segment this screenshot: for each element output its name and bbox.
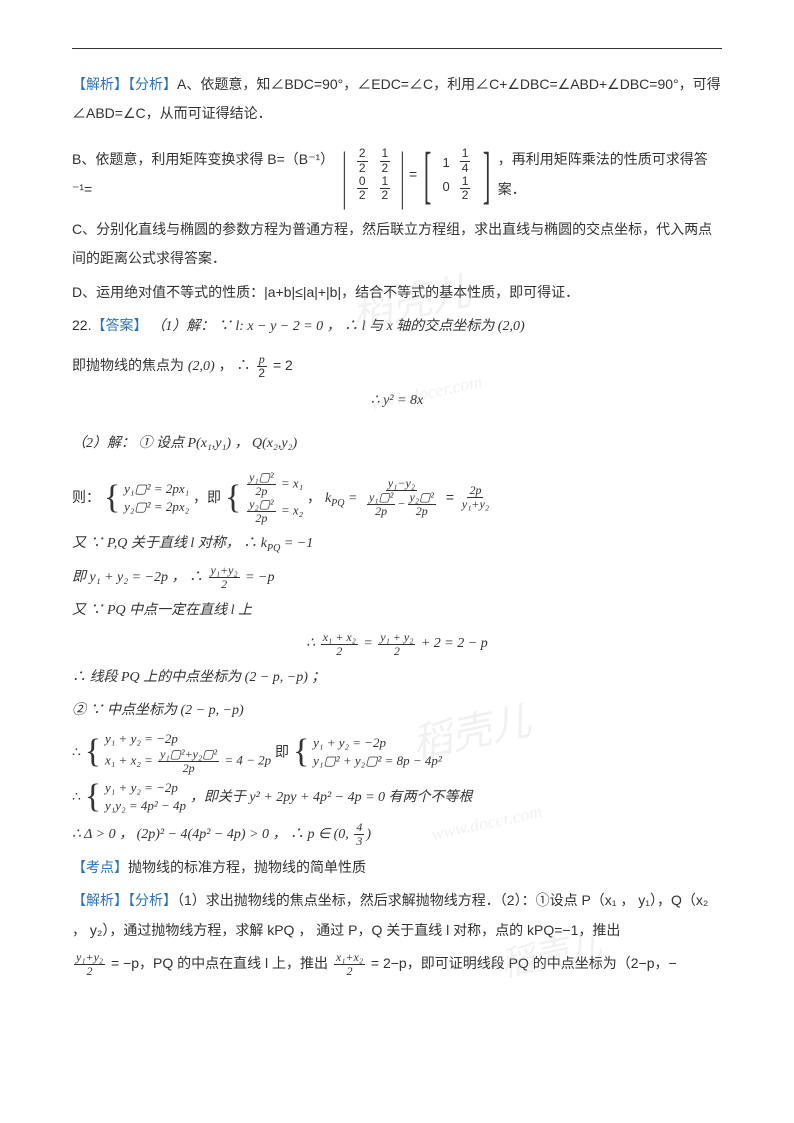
analysis-c: C、分别化直线与椭圆的参数方程为普通方程，然后联立方程组，求出直线与椭圆的交点坐… [72, 215, 722, 274]
system-3: ∴ { y₁ + y₂ = −2p x₁ + x₂ = y₁▢²+y₂▢²2p … [72, 730, 722, 776]
analysis-d: D、运用绝对值不等式的性质：|a+b|≤|a|+|b|，结合不等式的基本性质，即… [72, 278, 722, 307]
q22-focus: 即抛物线的焦点为 (2,0) ， ∴ p2 = 2 [72, 351, 722, 381]
mid-eq: ∴ x₁ + x₂2 = y₁ + y₂2 + 2 = 2 − p [72, 629, 722, 658]
line-mid: 又 ∵ PQ 中点一定在直线 l 上 [72, 596, 722, 625]
analysis-label: 【解析】【分析】 [72, 892, 177, 908]
delta-line: ∴ Δ > 0 ， (2p)² − 4(4p² − 4p) > 0 ， ∴ p … [72, 820, 722, 849]
matrix-col: 1 0 [439, 151, 454, 198]
analysis-label: 【解析】【分析】 [72, 76, 177, 92]
mid-coord: ∴ 线段 PQ 上的中点坐标为 (2 − p, −p) ； [72, 663, 722, 692]
header-rule [72, 48, 722, 49]
circled-2: ② ∵ 中点坐标为 (2 − p, −p) [72, 696, 722, 725]
q22-part2-set: （2）解： ① 设点 P(x₁,y₁) ， Q(x₂,y₂) [72, 429, 722, 458]
analysis-a: 【解析】【分析】A、依题意，知∠BDC=90°，∠EDC=∠C，利用∠C+∠DB… [72, 70, 722, 129]
matrix-col: 22 02 [351, 147, 374, 202]
answer-label: 【答案】 [91, 317, 147, 333]
line-sum: 即 y₁ + y₂ = −2p ， ∴ y₁+y₂2 = −p [72, 563, 722, 592]
kaodian-label: 【考点】 [72, 859, 128, 875]
q22-line1: 22.【答案】 （1）解： ∵ l: x − y − 2 = 0 ， ∴ l 与… [72, 311, 722, 341]
matrix-col: 12 12 [374, 147, 397, 202]
q22-eq: ∴ y² = 8x [72, 386, 722, 415]
system-5: ∴ { y₁ + y₂ = −2p y₁y₂ = 4p² − 4p ，即关于 y… [72, 779, 722, 815]
system-1: 则： { y₁▢² = 2px₁ y₂▢² = 2px₂ ，即 { y₁▢²2p… [72, 471, 722, 526]
analysis-2: 【解析】【分析】（1）求出抛物线的焦点坐标，然后求解抛物线方程．（2）：①设点 … [72, 886, 722, 945]
matrix-bracket: ] [483, 143, 490, 207]
kaodian: 【考点】抛物线的标准方程，抛物线的简单性质 [72, 853, 722, 882]
matrix-bracket: | [342, 143, 346, 207]
matrix-col: 14 12 [454, 147, 477, 202]
line-sym: 又 ∵ P,Q 关于直线 l 对称， ∴ kPQ = −1 [72, 529, 722, 558]
analysis-b: B、依题意，利用矩阵变换求得 B=（B⁻¹）⁻¹= | 22 02 12 12 … [72, 143, 722, 207]
matrix-bracket: | [400, 143, 404, 207]
matrix-bracket: [ [424, 143, 431, 207]
final-line: y₁+y₂2 = −p，PQ 的中点在直线 l 上，推出 x₁+x₂2 = 2−… [72, 949, 722, 978]
